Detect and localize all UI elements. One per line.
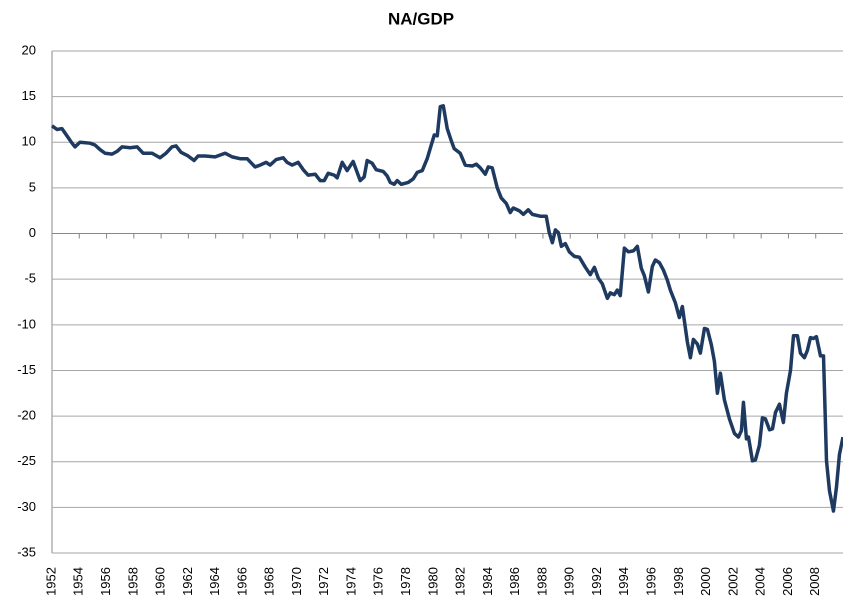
x-tick-label: 1994 [616,567,631,596]
x-tick-label: 2002 [725,567,740,596]
x-tick-label: 1974 [343,567,358,596]
x-tick-label: 2006 [780,567,795,596]
y-tick-label: 20 [22,42,36,57]
chart-title: NA/GDP [388,9,454,28]
x-tick-label: 1952 [43,567,58,596]
x-tick-label: 1960 [153,567,168,596]
y-tick-label: -10 [17,316,36,331]
x-tick-label: 1970 [289,567,304,596]
x-tick-label: 1996 [644,567,659,596]
x-tick-label: 1984 [480,567,495,596]
x-tick-label: 1972 [316,567,331,596]
y-tick-label: -30 [17,499,36,514]
x-tick-label: 2008 [807,567,822,596]
data-line [50,104,843,513]
x-tick-label: 1980 [425,567,440,596]
x-tick-label: 1986 [507,567,522,596]
y-tick-label: -15 [17,362,36,377]
x-tick-label: 1954 [71,567,86,596]
x-tick-label: 1978 [398,567,413,596]
y-tick-label: -20 [17,408,36,423]
x-tick-label: 1962 [180,567,195,596]
x-tick-label: 1976 [371,567,386,596]
x-tick-label: 1988 [534,567,549,596]
x-tick-label: 1990 [562,567,577,596]
x-tick-label: 1998 [671,567,686,596]
x-tick-label: 1956 [98,567,113,596]
x-tick-label: 1958 [125,567,140,596]
y-tick-label: 10 [22,134,36,149]
y-tick-label: 0 [29,225,36,240]
x-tick-label: 1964 [207,567,222,596]
x-tick-label: 1968 [262,567,277,596]
y-tick-label: 15 [22,88,36,103]
x-tick-label: 1992 [589,567,604,596]
y-tick-label: 5 [29,179,36,194]
x-tick-label: 2000 [698,567,713,596]
x-tick-label: 1966 [234,567,249,596]
y-tick-label: -35 [17,544,36,559]
y-tick-label: -25 [17,453,36,468]
x-tick-label: 2004 [753,567,768,596]
y-tick-label: -5 [24,271,36,286]
x-tick-label: 1982 [453,567,468,596]
